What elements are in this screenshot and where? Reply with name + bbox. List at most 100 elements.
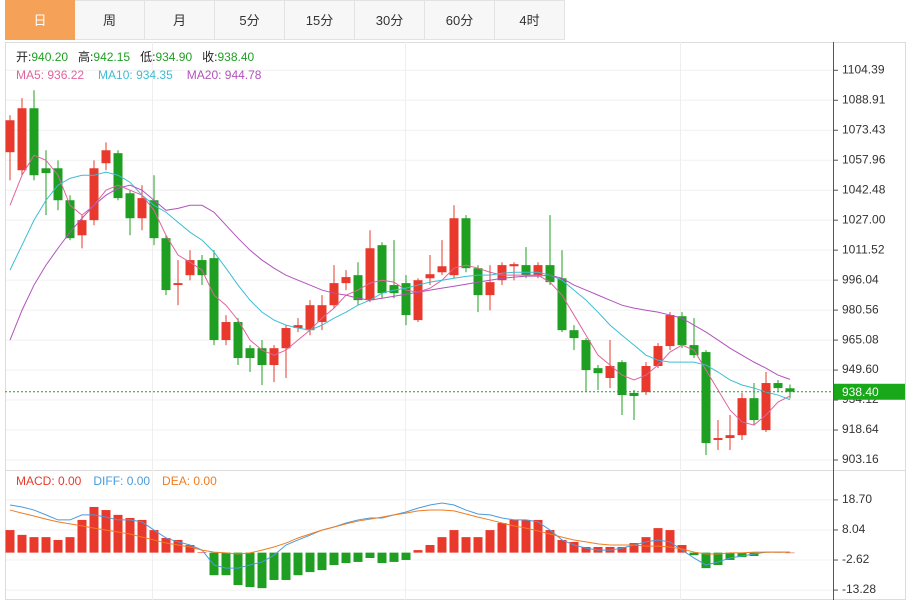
- ma-line: [9, 171, 791, 401]
- candle-body: [569, 330, 579, 339]
- candle-body: [773, 383, 783, 389]
- macd-bar: [641, 537, 651, 553]
- macd-bar: [149, 530, 159, 553]
- period-tab[interactable]: 日: [5, 0, 75, 40]
- candle-body: [449, 218, 459, 276]
- macd-bar: [65, 537, 75, 553]
- macd-bar: [269, 552, 279, 580]
- candle-body: [605, 366, 615, 379]
- candle-body: [329, 283, 339, 306]
- macd-bar: [713, 552, 723, 566]
- candle-body: [389, 285, 399, 294]
- candle-body: [725, 435, 735, 439]
- macd-bar: [365, 552, 375, 558]
- macd-bar: [737, 552, 747, 558]
- macd-bar: [233, 552, 243, 586]
- candle-body: [401, 283, 411, 316]
- legend-entry: MACD: 0.00: [16, 474, 82, 488]
- candle-body: [5, 120, 15, 153]
- macd-bar: [341, 552, 351, 564]
- candle-body: [785, 388, 795, 392]
- period-tab[interactable]: 5分: [215, 0, 285, 40]
- candle-body: [425, 274, 435, 279]
- macd-line: [9, 502, 790, 569]
- macd-bar: [209, 552, 219, 576]
- macd-bar: [293, 552, 303, 576]
- macd-bar: [329, 552, 339, 566]
- candle-body: [737, 398, 747, 436]
- macd-bar: [785, 552, 795, 554]
- macd-bar: [425, 545, 435, 553]
- macd-bar: [89, 506, 99, 553]
- candle-body: [509, 264, 519, 267]
- y-tick-label: 918.64: [842, 422, 879, 436]
- period-tab[interactable]: 30分: [355, 0, 425, 40]
- candle-body: [65, 200, 75, 239]
- candle-body: [617, 362, 627, 396]
- macd-bar: [545, 530, 555, 553]
- candle-body: [101, 150, 111, 164]
- period-tab[interactable]: 4时: [495, 0, 565, 40]
- macd-bar: [701, 552, 711, 569]
- y-tick-label: 1042.48: [842, 182, 886, 196]
- candle-body: [437, 266, 447, 273]
- y-tick-label: 949.60: [842, 362, 879, 376]
- period-tab[interactable]: 周: [75, 0, 145, 40]
- macd-bar: [473, 537, 483, 553]
- candle-body: [677, 316, 687, 346]
- legend-entry: DIFF: 0.00: [93, 474, 150, 488]
- period-tab[interactable]: 60分: [425, 0, 495, 40]
- macd-bar: [173, 539, 183, 553]
- macd-bar: [389, 552, 399, 562]
- candle-body: [317, 305, 327, 323]
- last-price-tag: [834, 383, 905, 400]
- macd-bar: [557, 539, 567, 553]
- macd-bar: [77, 519, 87, 553]
- info-value: 934.90: [155, 50, 192, 64]
- candle-body: [173, 283, 183, 286]
- info-value: 940.20: [31, 50, 68, 64]
- candle-body: [701, 352, 711, 444]
- candle-body: [161, 238, 171, 291]
- macd-bar: [581, 546, 591, 553]
- macd-bar: [161, 537, 171, 553]
- macd-bar: [41, 537, 51, 553]
- y-tick-label: 1073.43: [842, 122, 886, 136]
- macd-bar: [401, 552, 411, 560]
- candle-body: [749, 398, 759, 421]
- macd-bar: [5, 530, 15, 553]
- ma-line: [9, 184, 791, 380]
- macd-bar: [569, 541, 579, 553]
- macd-bar: [53, 539, 63, 553]
- period-tab[interactable]: 15分: [285, 0, 355, 40]
- candle-body: [665, 315, 675, 347]
- y-tick-label: 18.70: [842, 492, 872, 506]
- candle-body: [653, 346, 663, 367]
- candle-body: [257, 348, 267, 366]
- candle-body: [593, 368, 603, 374]
- candle-body: [125, 193, 135, 219]
- candle-body: [17, 108, 27, 171]
- macd-bar: [725, 552, 735, 560]
- candle-body: [533, 265, 543, 276]
- macd-bar: [101, 510, 111, 553]
- macd-bar: [197, 552, 207, 553]
- candle-body: [557, 278, 567, 331]
- ma-legend: MA5: 936.22 MA10: 934.35 MA20: 944.78: [16, 68, 262, 82]
- info-label: 高:: [78, 49, 93, 64]
- macd-bar: [185, 545, 195, 553]
- info-label: 收:: [202, 50, 217, 64]
- y-tick-label: 1011.52: [842, 242, 885, 256]
- candle-body: [137, 198, 147, 219]
- macd-bar: [305, 552, 315, 573]
- candle-body: [29, 108, 39, 176]
- chart-frame: [5, 42, 906, 600]
- y-tick-label: -2.62: [842, 552, 870, 566]
- macd-bar: [281, 552, 291, 580]
- period-tab[interactable]: 月: [145, 0, 215, 40]
- candle-body: [233, 322, 243, 359]
- macd-bar: [221, 552, 231, 576]
- info-label: 低:: [140, 50, 155, 64]
- ma-line: [9, 154, 791, 426]
